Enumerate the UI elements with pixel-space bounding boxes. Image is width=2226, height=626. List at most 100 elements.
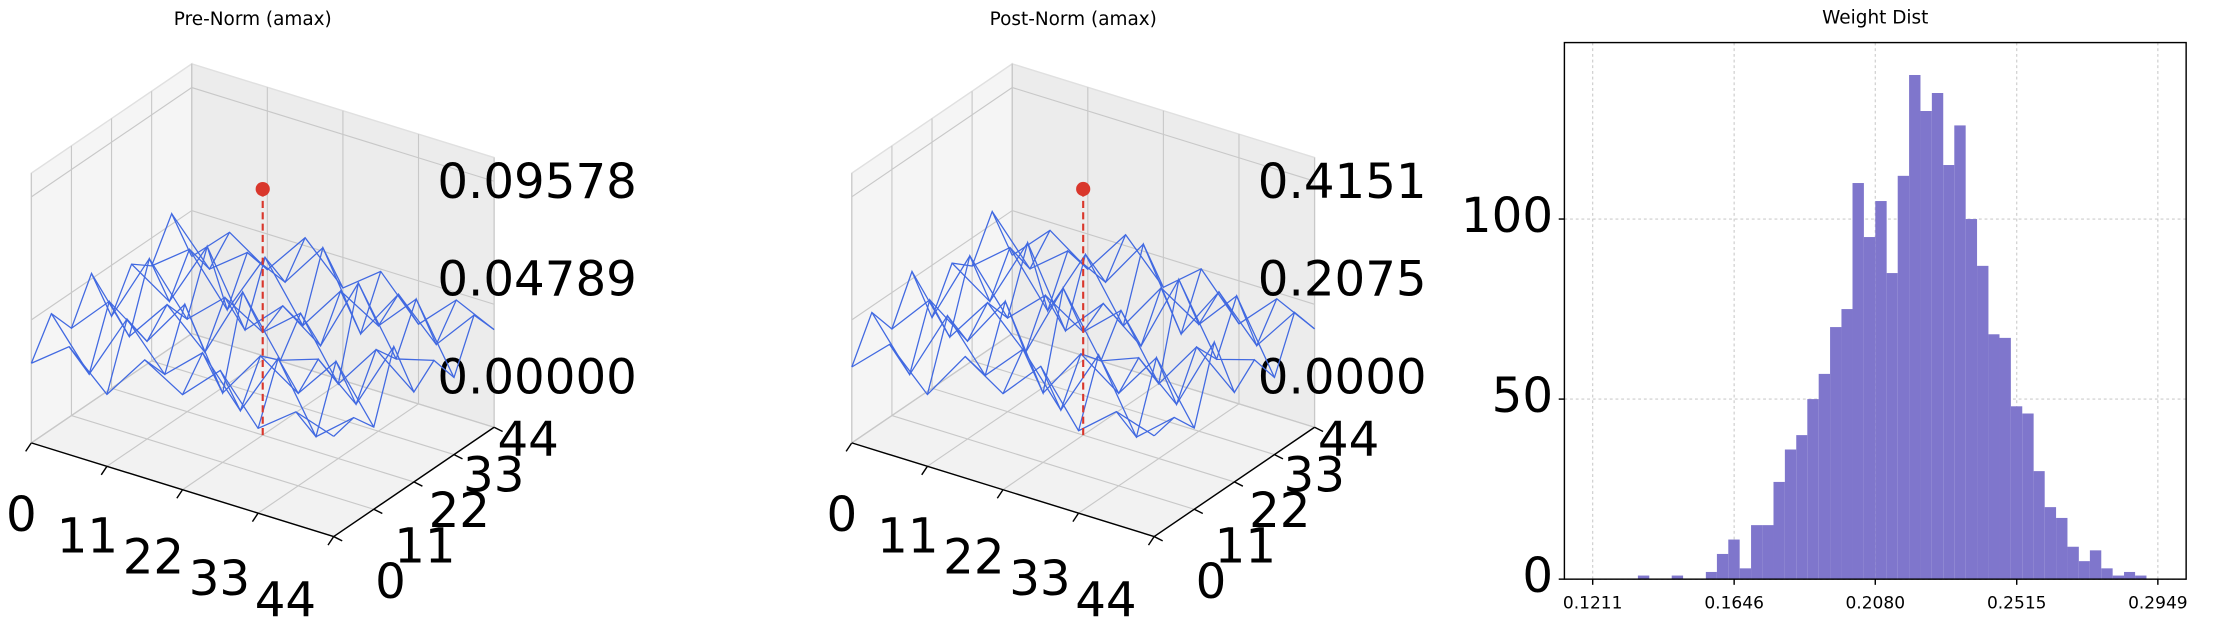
y-axis [1153, 426, 1315, 538]
y-tick-label: 11 [394, 518, 455, 574]
x-tick-label: 0.1211 [1563, 593, 1623, 613]
y-tick-label: 22 [429, 483, 490, 539]
bar [2056, 517, 2068, 580]
bar [1751, 525, 1763, 580]
x-tick [1147, 536, 1155, 546]
bar [1852, 183, 1864, 580]
bar [2101, 568, 2113, 580]
x-tick [251, 512, 259, 523]
x-tick [1072, 512, 1080, 523]
bar [1818, 373, 1831, 580]
bar [1796, 435, 1808, 580]
bar [2022, 413, 2034, 580]
bar [1988, 334, 2000, 580]
bar [2089, 550, 2102, 580]
y-tick-label: 11 [1215, 518, 1276, 574]
z-tick-label: 0.04789 [437, 252, 637, 308]
x-tick-label: 33 [189, 551, 250, 607]
x-tick-label: 44 [255, 572, 316, 626]
bar [1739, 568, 1752, 580]
y-tick-label: 44 [1318, 412, 1379, 468]
wire-line [964, 234, 1127, 377]
z-tick-label: 0.09578 [437, 154, 637, 210]
x-tick-label: 33 [1009, 551, 1070, 607]
peak-point [1076, 181, 1091, 197]
bar [1977, 265, 1989, 580]
x-tick [845, 442, 853, 452]
wire-line [1077, 277, 1240, 431]
y-tick [493, 426, 503, 433]
wire-line [30, 212, 193, 364]
y-tick [373, 508, 383, 515]
x-tick-label: 0.2080 [1845, 593, 1905, 613]
x-tick-label: 0 [6, 487, 37, 543]
y-tick-label: 22 [1249, 483, 1310, 539]
x-axis [31, 442, 334, 538]
bar [1920, 111, 1932, 580]
grid-line [851, 86, 1315, 198]
wire-line [191, 231, 495, 331]
x-tick [921, 465, 928, 476]
bar [1728, 539, 1740, 580]
wire-line [219, 271, 382, 413]
y-tick-label: 33 [463, 447, 524, 503]
bar [1965, 219, 1978, 580]
x-tick-label: 44 [1075, 572, 1136, 626]
bar [1784, 449, 1797, 580]
bar [2033, 471, 2045, 580]
bar [1762, 525, 1774, 580]
grid-line [31, 332, 495, 444]
z-tick-label: 0.2075 [1258, 252, 1427, 308]
x-tick-label: 0.2515 [1987, 593, 2047, 613]
bar [1637, 575, 1650, 580]
y-tick-label: 44 [497, 412, 558, 468]
x-tick [25, 442, 32, 452]
x-tick-label: 11 [877, 508, 938, 564]
wire-line [1115, 293, 1278, 439]
x-tick [327, 536, 335, 546]
bar [2112, 575, 2125, 580]
wire-line [851, 209, 1013, 368]
x-tick [176, 489, 184, 499]
x-tick-label: 22 [943, 530, 1004, 586]
bar [1931, 93, 1944, 580]
z-tick-label: 0.4151 [1258, 154, 1427, 210]
y-tick [453, 453, 463, 460]
x-tick [100, 465, 108, 476]
y-tick-label: 0 [1196, 554, 1227, 610]
chart-title: Pre-Norm (amax) [174, 9, 332, 30]
x-tick [996, 489, 1004, 499]
y-tick-label: 50 [1492, 368, 1553, 424]
bar [2124, 571, 2136, 580]
bar [1943, 165, 1955, 580]
bar [2135, 575, 2147, 580]
wire-line [106, 244, 268, 395]
bar [1954, 125, 1966, 580]
wire-line [295, 297, 457, 439]
bar [2078, 561, 2090, 580]
bar [1863, 237, 1876, 580]
y-tick [1234, 481, 1244, 487]
y-tick [1193, 508, 1204, 515]
wire-line [1153, 311, 1315, 437]
wire-line [257, 280, 420, 429]
z-tick-label: 0.00000 [437, 349, 637, 405]
wire-line [1011, 229, 1315, 330]
x-axis [851, 442, 1155, 538]
plot-frame [1563, 41, 2187, 580]
x-tick-label: 0.1646 [1704, 593, 1764, 613]
chart-title: Post-Norm (amax) [990, 9, 1157, 30]
wire-line [144, 237, 306, 376]
y-axis [333, 426, 495, 538]
bar [2044, 507, 2057, 580]
bar [1807, 399, 1819, 580]
grid-line [31, 209, 495, 321]
bar [1841, 309, 1853, 580]
x-tick-label: 0 [827, 487, 858, 543]
grid-line [31, 86, 495, 198]
x-tick-label: 22 [123, 530, 184, 586]
y-tick [1274, 453, 1284, 460]
y-tick-label: 0 [1522, 548, 1553, 604]
y-tick-label: 100 [1461, 188, 1553, 244]
